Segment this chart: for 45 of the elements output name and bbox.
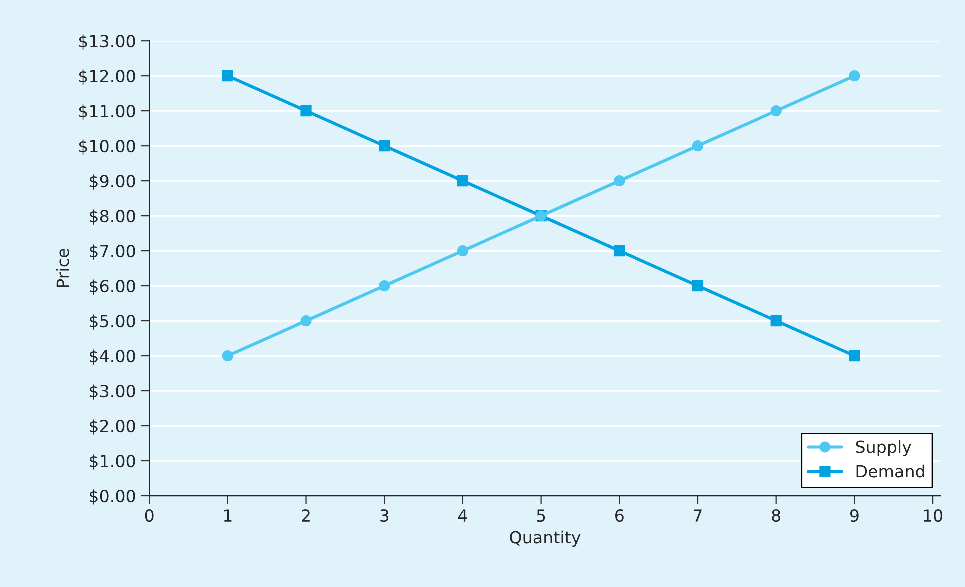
x-tick-label: 2 [302, 510, 310, 522]
y-tick-label: $4.00 [90, 350, 136, 365]
x-tick-label: 8 [772, 510, 781, 522]
point [222, 70, 234, 82]
y-axis-title: Price [56, 249, 70, 288]
point [300, 315, 312, 327]
point [614, 176, 626, 187]
x-tick-label: 3 [380, 510, 389, 522]
legend-label: Supply [856, 440, 912, 457]
legend-label: Demand [856, 464, 924, 478]
y-tick-label: $6.00 [90, 280, 136, 295]
x-tick-label: 0 [145, 510, 154, 522]
y-tick-label: $3.00 [90, 384, 136, 400]
x-tick-label: 7 [694, 510, 702, 522]
point [457, 246, 469, 257]
y-tick-label: $5.00 [90, 314, 136, 330]
y-tick-label: $8.00 [90, 210, 136, 225]
point [614, 246, 626, 257]
x-axis-title: Quantity [510, 530, 581, 548]
y-tick-label: $13.00 [79, 34, 136, 50]
point [692, 280, 704, 292]
point [770, 315, 782, 327]
y-tick-label: $10.00 [79, 140, 136, 155]
x-tick-label: 6 [616, 510, 624, 522]
point [222, 350, 234, 362]
x-tick-label: 4 [458, 510, 468, 522]
y-tick-label: $11.00 [79, 104, 136, 120]
point [849, 350, 860, 362]
y-tick-label: $2.00 [90, 420, 136, 435]
point [457, 176, 469, 187]
point [692, 140, 704, 152]
point [379, 280, 390, 292]
point [300, 106, 312, 117]
y-tick-label: $0.00 [90, 490, 136, 505]
x-tick-label: 9 [850, 510, 859, 522]
y-tick-label: $7.00 [90, 244, 136, 260]
x-tick-label: 5 [537, 510, 546, 522]
y-tick-label: $1.00 [90, 454, 136, 470]
point [770, 106, 782, 117]
x-tick-label: 10 [924, 510, 943, 522]
x-tick-label: 1 [224, 510, 232, 522]
y-tick-label: $9.00 [90, 174, 136, 190]
point [379, 140, 390, 152]
point [849, 70, 860, 82]
y-tick-label: $12.00 [79, 70, 136, 85]
